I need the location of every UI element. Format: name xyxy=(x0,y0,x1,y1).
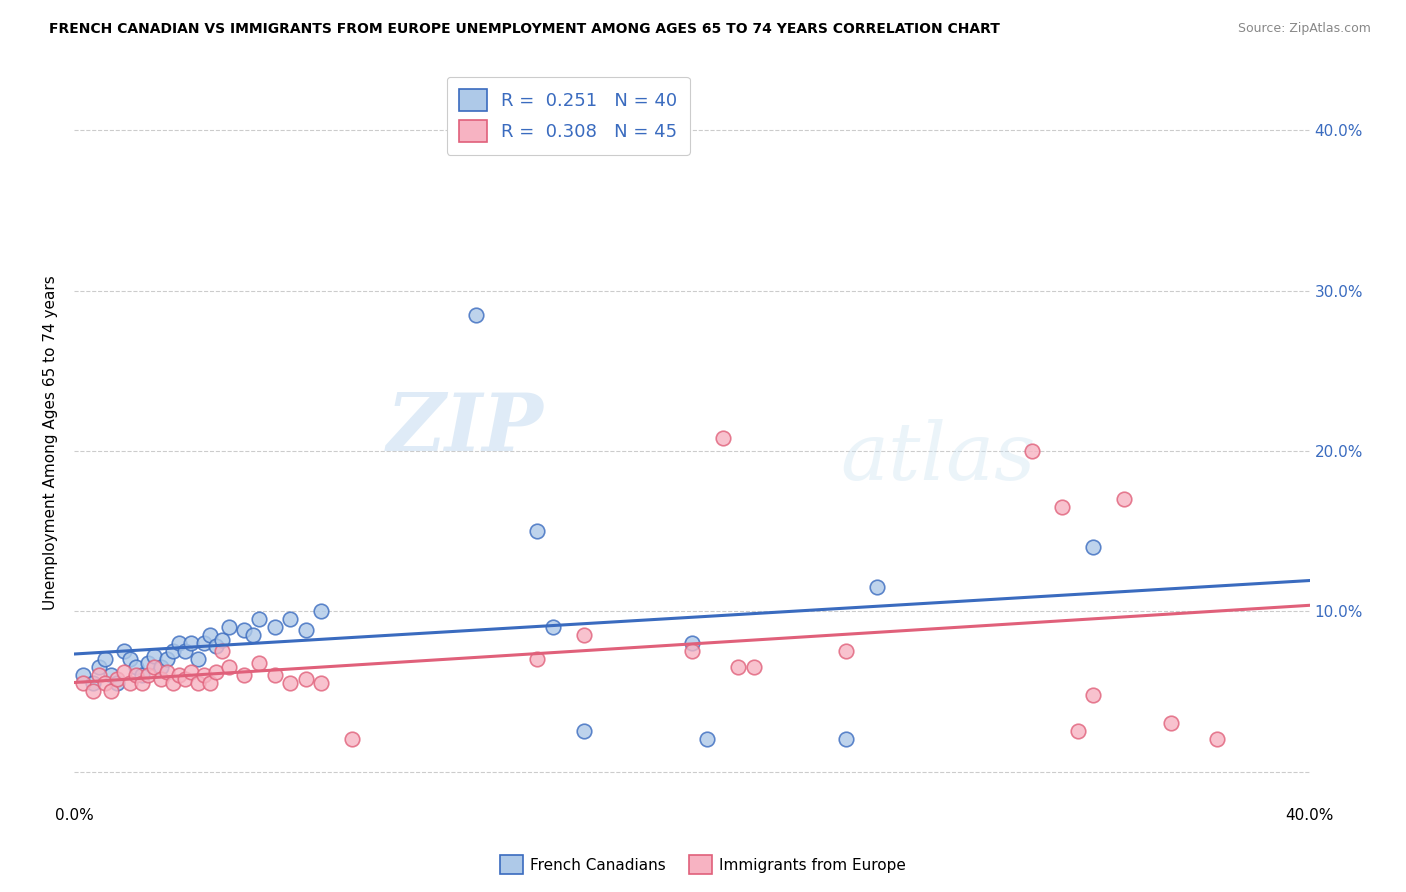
Point xyxy=(1052,500,1074,514)
Point xyxy=(263,620,285,634)
Point xyxy=(681,644,703,658)
Point xyxy=(572,724,595,739)
Point xyxy=(149,660,172,674)
Point xyxy=(1114,491,1136,506)
Point xyxy=(82,676,104,690)
Point xyxy=(309,604,332,618)
Point xyxy=(105,676,128,690)
Point xyxy=(143,660,166,674)
Point xyxy=(464,308,486,322)
Point xyxy=(681,636,703,650)
Point xyxy=(174,672,197,686)
Point xyxy=(156,665,179,680)
Point xyxy=(118,652,141,666)
Point xyxy=(242,628,264,642)
Point xyxy=(247,656,270,670)
Point xyxy=(1160,716,1182,731)
Point xyxy=(112,665,135,680)
Point xyxy=(835,644,858,658)
Point xyxy=(247,612,270,626)
Point xyxy=(131,676,153,690)
Point xyxy=(294,624,316,638)
Point xyxy=(309,676,332,690)
Point xyxy=(100,684,122,698)
Point xyxy=(727,660,749,674)
Point xyxy=(198,628,221,642)
Point xyxy=(233,668,256,682)
Y-axis label: Unemployment Among Ages 65 to 74 years: Unemployment Among Ages 65 to 74 years xyxy=(44,276,58,610)
Point xyxy=(218,660,240,674)
Point xyxy=(149,672,172,686)
Point xyxy=(1067,724,1090,739)
Point xyxy=(136,668,159,682)
Point xyxy=(211,644,233,658)
Point xyxy=(72,676,94,690)
Point xyxy=(526,524,548,538)
Text: ZIP: ZIP xyxy=(387,390,544,467)
Point xyxy=(1021,443,1043,458)
Point xyxy=(193,668,215,682)
Point xyxy=(180,636,202,650)
Point xyxy=(143,649,166,664)
Point xyxy=(156,652,179,666)
Point xyxy=(198,676,221,690)
Point xyxy=(167,636,190,650)
Point xyxy=(94,652,117,666)
Point xyxy=(174,644,197,658)
Point xyxy=(340,732,363,747)
Point xyxy=(131,668,153,682)
Point xyxy=(278,676,301,690)
Point xyxy=(167,668,190,682)
Point xyxy=(526,652,548,666)
Point xyxy=(87,668,110,682)
Point xyxy=(87,660,110,674)
Point xyxy=(105,672,128,686)
Point xyxy=(193,636,215,650)
Point xyxy=(205,665,228,680)
Point xyxy=(100,668,122,682)
Point xyxy=(125,660,148,674)
Point xyxy=(125,668,148,682)
Point xyxy=(180,665,202,680)
Point xyxy=(541,620,564,634)
Point xyxy=(136,656,159,670)
Point xyxy=(187,676,209,690)
Point xyxy=(211,633,233,648)
Point xyxy=(1083,540,1105,554)
Point xyxy=(112,644,135,658)
Point xyxy=(696,732,718,747)
Point xyxy=(742,660,765,674)
Point xyxy=(162,676,184,690)
Point xyxy=(118,676,141,690)
Point xyxy=(1083,688,1105,702)
Point xyxy=(82,684,104,698)
Point xyxy=(835,732,858,747)
Point xyxy=(205,640,228,654)
Legend: French Canadians, Immigrants from Europe: French Canadians, Immigrants from Europe xyxy=(494,849,912,880)
Point xyxy=(162,644,184,658)
Text: Source: ZipAtlas.com: Source: ZipAtlas.com xyxy=(1237,22,1371,36)
Point xyxy=(866,580,889,594)
Point xyxy=(572,628,595,642)
Point xyxy=(263,668,285,682)
Point xyxy=(187,652,209,666)
Point xyxy=(1205,732,1227,747)
Point xyxy=(711,431,734,445)
Point xyxy=(278,612,301,626)
Point xyxy=(218,620,240,634)
Legend: R =  0.251   N = 40, R =  0.308   N = 45: R = 0.251 N = 40, R = 0.308 N = 45 xyxy=(447,77,690,155)
Point xyxy=(233,624,256,638)
Point xyxy=(72,668,94,682)
Text: FRENCH CANADIAN VS IMMIGRANTS FROM EUROPE UNEMPLOYMENT AMONG AGES 65 TO 74 YEARS: FRENCH CANADIAN VS IMMIGRANTS FROM EUROP… xyxy=(49,22,1000,37)
Text: atlas: atlas xyxy=(839,418,1035,496)
Point xyxy=(294,672,316,686)
Point xyxy=(94,676,117,690)
